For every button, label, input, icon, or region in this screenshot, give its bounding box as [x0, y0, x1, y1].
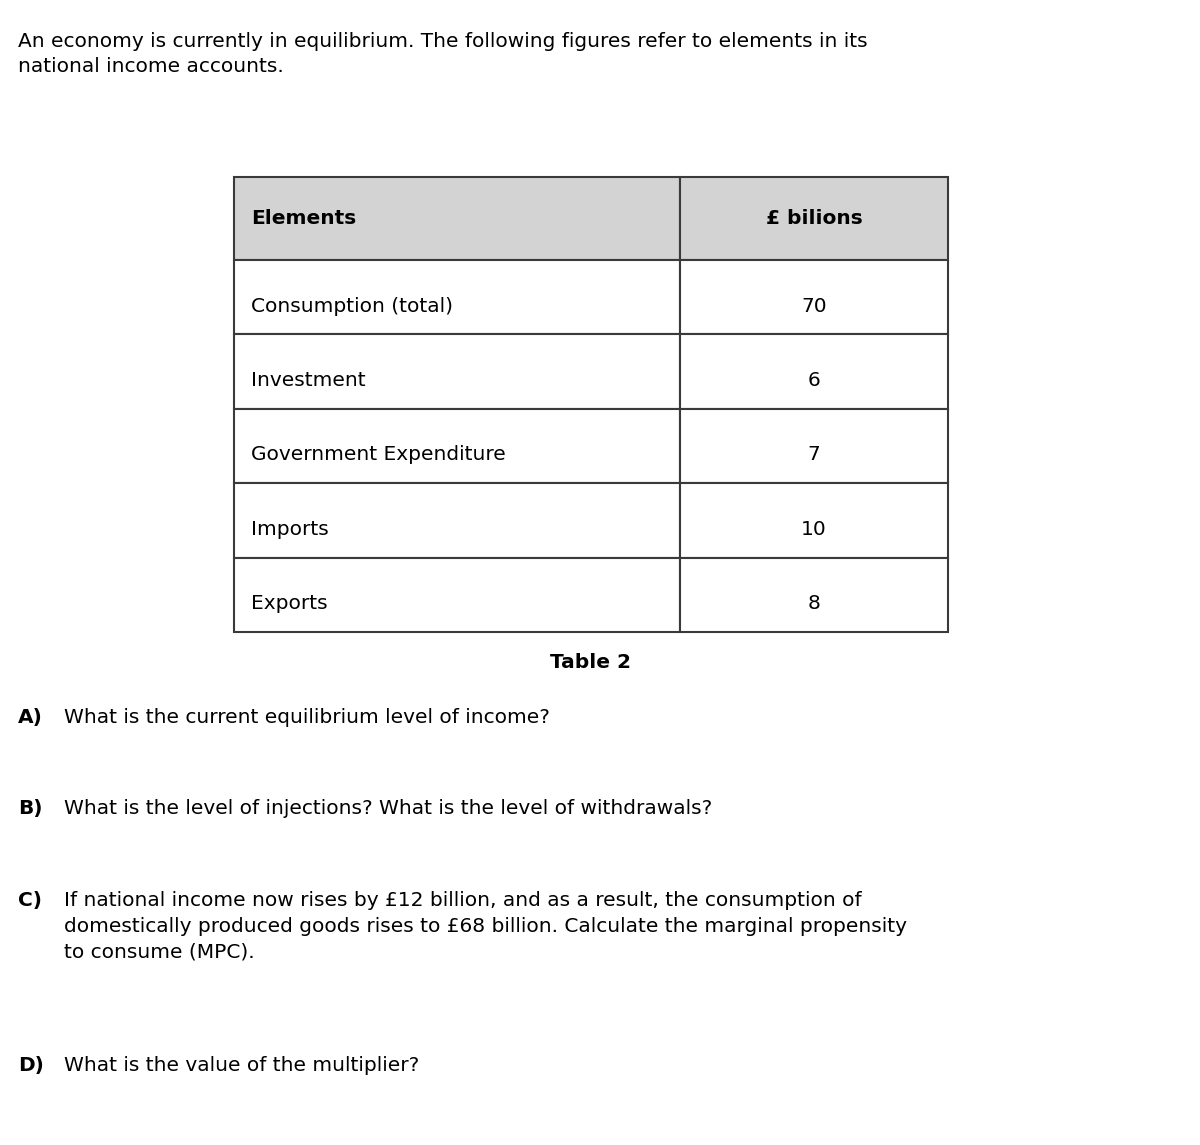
Text: What is the value of the multiplier?: What is the value of the multiplier?: [64, 1056, 419, 1075]
Text: 8: 8: [808, 594, 821, 614]
Text: Imports: Imports: [251, 520, 329, 539]
Text: What is the level of injections? What is the level of withdrawals?: What is the level of injections? What is…: [64, 799, 712, 819]
Bar: [680, 483, 948, 558]
Text: 10: 10: [802, 520, 827, 539]
Bar: [234, 177, 680, 260]
Text: Elements: Elements: [251, 210, 356, 228]
Bar: [234, 558, 680, 632]
Text: A): A): [18, 708, 43, 727]
Text: Table 2: Table 2: [551, 653, 631, 672]
Text: Consumption (total): Consumption (total): [251, 297, 452, 316]
Bar: [680, 334, 948, 409]
Bar: [680, 558, 948, 632]
Text: B): B): [18, 799, 42, 819]
Text: 70: 70: [802, 297, 827, 316]
Bar: [234, 260, 680, 334]
Text: 6: 6: [808, 371, 821, 390]
Text: Exports: Exports: [251, 594, 328, 614]
Text: An economy is currently in equilibrium. The following figures refer to elements : An economy is currently in equilibrium. …: [18, 32, 868, 76]
Bar: [234, 483, 680, 558]
Text: If national income now rises by £12 billion, and as a result, the consumption of: If national income now rises by £12 bill…: [64, 891, 907, 962]
Bar: [234, 409, 680, 483]
Text: C): C): [18, 891, 42, 910]
Bar: [234, 334, 680, 409]
Text: Government Expenditure: Government Expenditure: [251, 445, 505, 465]
Text: D): D): [18, 1056, 44, 1075]
Bar: [680, 260, 948, 334]
Bar: [680, 409, 948, 483]
Text: £ bilions: £ bilions: [766, 210, 863, 228]
Text: Investment: Investment: [251, 371, 366, 390]
Bar: [680, 177, 948, 260]
Text: 7: 7: [808, 445, 821, 465]
Text: What is the current equilibrium level of income?: What is the current equilibrium level of…: [64, 708, 550, 727]
